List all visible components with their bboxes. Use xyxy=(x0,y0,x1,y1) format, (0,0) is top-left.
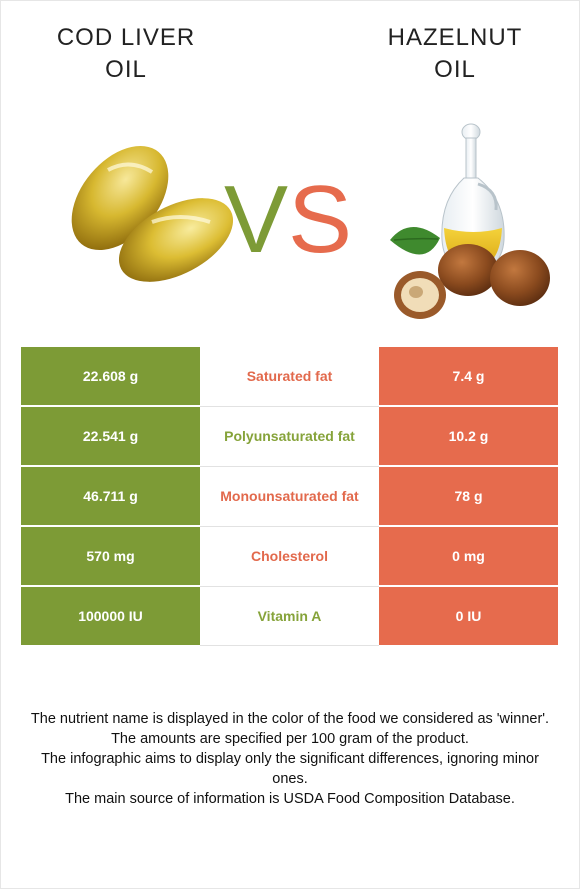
left-value: 46.711 g xyxy=(21,466,200,527)
left-food-title-line1: COD LIVER xyxy=(56,24,196,51)
left-food-title-line2: OIL xyxy=(105,56,147,83)
left-value: 22.608 g xyxy=(21,347,200,407)
right-value: 10.2 g xyxy=(379,406,558,467)
nutrient-name: Saturated fat xyxy=(200,347,379,407)
table-row: 22.608 g Saturated fat 7.4 g xyxy=(21,347,558,407)
table-row: 100000 IU Vitamin A 0 IU xyxy=(21,586,558,646)
footnote-line: The infographic aims to display only the… xyxy=(41,751,539,787)
versus-label: V S xyxy=(224,166,352,270)
footnote: The nutrient name is displayed in the co… xyxy=(30,709,550,809)
footnote-line: The main source of information is USDA F… xyxy=(65,791,515,807)
left-value: 22.541 g xyxy=(21,406,200,467)
left-value: 100000 IU xyxy=(21,586,200,645)
vs-letter-s: S xyxy=(288,166,352,270)
right-value: 78 g xyxy=(379,466,558,527)
nutrient-name: Polyunsaturated fat xyxy=(200,406,379,467)
footnote-line: The nutrient name is displayed in the co… xyxy=(30,711,550,727)
nutrient-name: Monounsaturated fat xyxy=(200,466,379,527)
nutrient-name: Cholesterol xyxy=(200,526,379,587)
nutrient-comparison-table: 22.608 g Saturated fat 7.4 g 22.541 g Po… xyxy=(21,347,558,646)
right-value: 0 IU xyxy=(379,586,558,645)
footnote-line: The amounts are specified per 100 gram o… xyxy=(111,731,469,747)
right-food-title: HAZELNUT OIL xyxy=(330,22,580,86)
right-value: 7.4 g xyxy=(379,347,558,407)
left-food-title: COD LIVER OIL xyxy=(1,22,251,86)
right-food-title-line1: HAZELNUT xyxy=(387,24,523,51)
left-value: 570 mg xyxy=(21,526,200,587)
nutrient-name: Vitamin A xyxy=(200,586,379,646)
hazelnut-oil-image xyxy=(390,123,550,319)
right-value: 0 mg xyxy=(379,526,558,587)
table-row: 22.541 g Polyunsaturated fat 10.2 g xyxy=(21,406,558,467)
right-food-title-line2: OIL xyxy=(434,56,476,83)
table-row: 46.711 g Monounsaturated fat 78 g xyxy=(21,466,558,527)
table-row: 570 mg Cholesterol 0 mg xyxy=(21,526,558,587)
vs-letter-v: V xyxy=(224,166,288,270)
cod-liver-oil-capsules-image xyxy=(71,145,234,282)
